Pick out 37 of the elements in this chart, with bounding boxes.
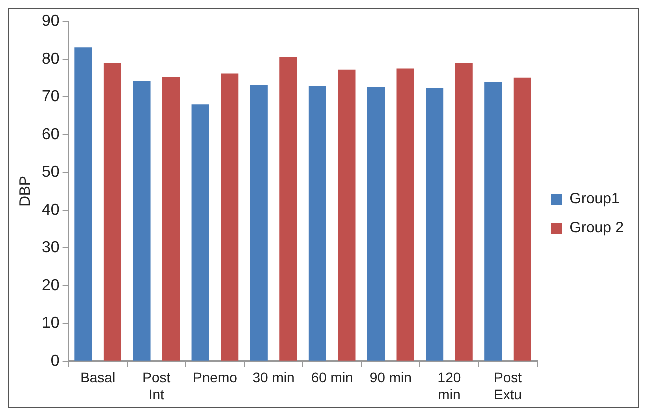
x-tick-label: 60 min <box>311 370 354 386</box>
x-tick-label: Pnemo <box>193 370 238 386</box>
y-tick-label: 30 <box>42 240 60 257</box>
y-tick-label: 0 <box>50 352 60 370</box>
bar <box>426 88 444 361</box>
bar <box>367 87 386 361</box>
y-tick-label: 90 <box>42 13 60 30</box>
bar <box>221 74 239 361</box>
legend-label: Group 2 <box>570 220 624 237</box>
bar <box>133 81 151 361</box>
x-tick-label: 90 min <box>370 370 412 386</box>
y-tick-label: 50 <box>42 164 60 182</box>
y-tick-label: 70 <box>42 88 60 106</box>
bar <box>338 70 356 361</box>
x-tick-label: Post Extu <box>494 370 522 402</box>
bar <box>192 104 210 361</box>
bar <box>514 78 532 361</box>
bar <box>280 57 298 361</box>
bar <box>162 77 180 361</box>
bar <box>250 85 268 361</box>
y-tick-label: 80 <box>42 50 60 68</box>
y-tick-label: 60 <box>42 126 60 144</box>
bar <box>74 48 92 361</box>
y-tick-label: 20 <box>42 277 60 294</box>
bar <box>455 64 473 361</box>
y-tick-label: 40 <box>42 202 60 219</box>
bar <box>484 82 502 361</box>
bar <box>104 64 122 361</box>
bar <box>396 68 414 361</box>
legend-label: Group1 <box>570 190 620 208</box>
x-tick-label: 30 min <box>252 370 295 386</box>
y-tick-label: 10 <box>42 315 60 332</box>
x-tick-label: 120 min <box>438 370 462 402</box>
x-tick-label: Basal <box>80 370 116 386</box>
y-axis-title: DBP <box>17 176 34 207</box>
x-tick-label: Post Int <box>142 370 171 402</box>
bar <box>308 86 326 361</box>
